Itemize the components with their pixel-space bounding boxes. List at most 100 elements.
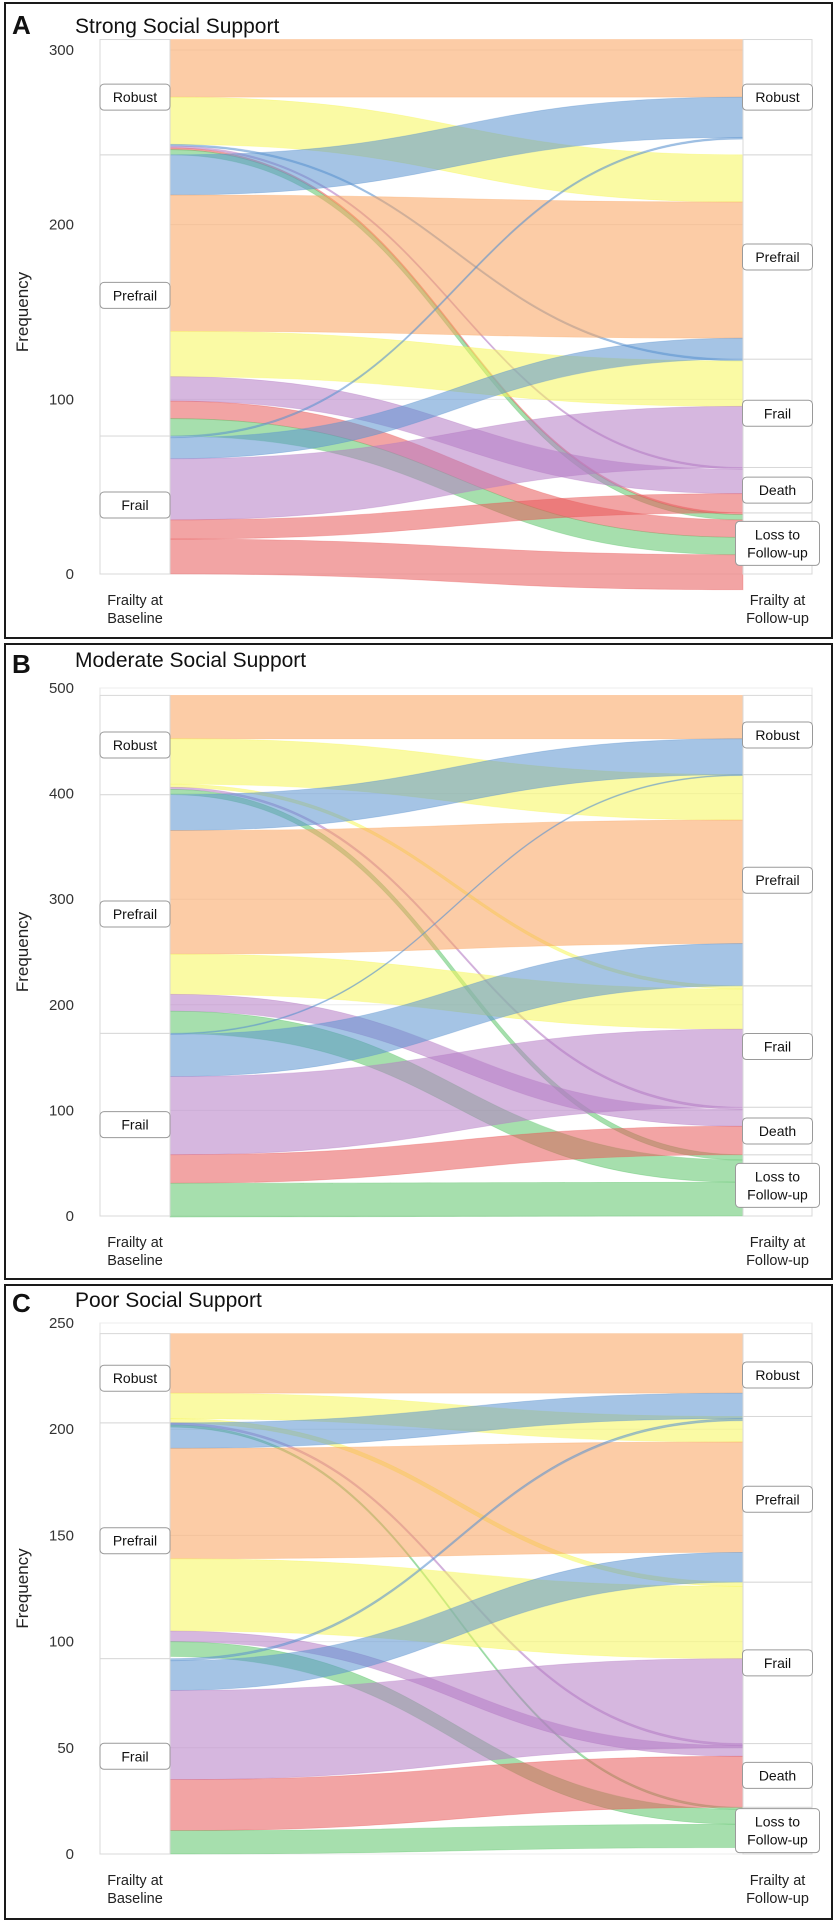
panel-c-followup-label-box-loss <box>735 1808 820 1854</box>
panel-b-baseline-label-prefrail: Prefrail <box>113 906 157 922</box>
panel-b-followup-label-prefrail: Prefrail <box>755 872 799 888</box>
panel-a-ytick-label: 0 <box>66 566 74 583</box>
panel-a-followup-label-box-loss <box>735 520 820 566</box>
panel-a-followup-label-box-frail <box>742 399 813 427</box>
panel-b-followup-label-box-robust <box>742 721 813 749</box>
panel-a-baseline-label-prefrail: Prefrail <box>113 287 157 303</box>
panel-c-followup-label-loss: Loss to Follow-up <box>747 1814 808 1848</box>
panel-c-followup-label-box-robust <box>742 1361 813 1389</box>
panel-a-flow-frail-to-loss <box>169 538 744 591</box>
panel-b-baseline-label-frail: Frail <box>121 1117 148 1133</box>
panel-b-title: Moderate Social Support <box>75 649 306 672</box>
panel-a-baseline-axis-label: Frailty at Baseline <box>107 593 163 627</box>
panel-b-followup-label-death: Death <box>759 1123 796 1139</box>
panel-c-baseline-label-frail: Frail <box>121 1748 148 1764</box>
panel-b-chart: B Moderate Social Support 0 100 200 300 400 500… <box>12 649 820 1269</box>
panel-b-ylabel: Frequency <box>13 911 32 992</box>
panel-c-followup-axis-label: Frailty at Follow-up <box>746 1873 809 1907</box>
panel-c-frame <box>4 1284 833 1920</box>
panel-b-ytick-label: 100 <box>49 1102 74 1119</box>
panel-b-followup-label-loss: Loss to Follow-up <box>747 1168 808 1202</box>
panel-b-ytick-label: 300 <box>49 891 74 908</box>
panel-a-ylabel: Frequency <box>13 271 32 352</box>
panel-b-ytick-label: 0 <box>66 1208 74 1225</box>
panel-b-flow-frail-to-loss <box>169 1181 744 1218</box>
panel-b-ytick-label: 500 <box>49 680 74 697</box>
panel-c-baseline-label-box-robust <box>99 1364 171 1392</box>
panel-a-baseline-strata: Frail Prefrail Robust <box>99 39 171 575</box>
panel-b-ytick-label: 200 <box>49 997 74 1014</box>
panel-a-letter: A <box>12 10 31 40</box>
panel-b-flow-robust-to-robust <box>169 694 744 740</box>
panel-a-flow-prefrail-to-prefrail <box>169 194 744 339</box>
panel-c-followup-label-box-death <box>742 1761 813 1789</box>
panel-a-followup-label-box-robust <box>742 83 813 111</box>
panel-c-baseline-label-robust: Robust <box>113 1370 157 1386</box>
panel-b-followup-label-box-prefrail <box>742 866 813 894</box>
panel-b-ytick-label: 400 <box>49 786 74 803</box>
panel-b-followup-label-box-death <box>742 1117 813 1145</box>
panel-b-baseline-strata: Frail Prefrail Robust <box>99 694 171 1217</box>
panel-b-baseline-label-box-prefrail <box>99 900 171 928</box>
panel-c-baseline-label-box-prefrail <box>99 1527 171 1555</box>
panel-a-followup-label-robust: Robust <box>755 89 799 105</box>
panel-a-followup-label-box-prefrail <box>742 243 813 271</box>
panel-a-followup-axis-label: Frailty at Follow-up <box>746 593 809 627</box>
panel-b-letter: B <box>12 649 31 679</box>
panel-a-ytick-label: 300 <box>49 42 74 59</box>
panel-a-followup-strata: Loss to Follow-up Death Frail Prefrail Robust <box>735 39 820 575</box>
panel-b-followup-label-frail: Frail <box>764 1039 791 1055</box>
panel-c-followup-label-box-frail <box>742 1649 813 1677</box>
panel-c-title: Poor Social Support <box>75 1289 262 1312</box>
panel-a-frame <box>4 2 833 639</box>
panel-c-baseline-axis-label: Frailty at Baseline <box>107 1873 163 1907</box>
panel-c-ytick-label: 250 <box>49 1315 74 1332</box>
panel-c-followup-label-robust: Robust <box>755 1367 799 1383</box>
panel-c-ytick-label: 150 <box>49 1527 74 1544</box>
panel-c-flow-robust-to-robust <box>169 1333 744 1394</box>
panel-c-baseline-strata: Frail Prefrail Robust <box>99 1333 171 1855</box>
panel-a-ytick-label: 200 <box>49 217 74 234</box>
panel-c-letter: C <box>12 1288 31 1318</box>
panel-b-flow-prefrail-to-prefrail <box>169 819 744 955</box>
panel-c-ytick-label: 0 <box>66 1846 74 1863</box>
panel-a-title: Strong Social Support <box>75 15 279 38</box>
panel-a-followup-label-loss: Loss to Follow-up <box>747 526 808 560</box>
panel-c-flows <box>169 1333 744 1855</box>
panel-a-chart: A Strong Social Support 0 100 200 300 Frequenc… <box>12 10 820 627</box>
panel-a-ytick-label: 100 <box>49 391 74 408</box>
panel-b-baseline-label-box-robust <box>99 731 171 759</box>
panel-a-followup-label-box-death <box>742 476 813 504</box>
panel-c-followup-strata: Loss to Follow-up Death Frail Prefrail Robust <box>735 1333 820 1855</box>
panel-c-flow-prefrail-to-prefrail <box>169 1441 744 1560</box>
panel-c-ytick-label: 100 <box>49 1634 74 1651</box>
panel-c-baseline-label-prefrail: Prefrail <box>113 1533 157 1549</box>
panel-b-followup-label-box-frail <box>742 1033 813 1061</box>
panel-b-baseline-label-robust: Robust <box>113 737 157 753</box>
panel-a-flows <box>169 39 744 591</box>
panel-c-ytick-label: 50 <box>57 1740 74 1757</box>
panel-c-followup-label-frail: Frail <box>764 1655 791 1671</box>
panel-a-flow-robust-to-robust <box>169 39 744 98</box>
panel-a-baseline-label-frail: Frail <box>121 497 148 513</box>
panel-b-followup-label-robust: Robust <box>755 727 799 743</box>
panel-a-baseline-label-robust: Robust <box>113 89 157 105</box>
panel-b-followup-axis-label: Frailty at Follow-up <box>746 1235 809 1269</box>
panel-b-followup-strata: Loss to Follow-up Death Frail Prefrail Robust <box>735 694 820 1217</box>
panel-c-followup-label-box-prefrail <box>742 1485 813 1513</box>
panel-c-followup-label-prefrail: Prefrail <box>755 1491 799 1507</box>
panel-b-followup-label-box-loss <box>735 1162 820 1208</box>
panel-c-baseline-label-box-frail <box>99 1742 171 1770</box>
panel-c-ytick-label: 200 <box>49 1421 74 1438</box>
panel-a-baseline-label-box-prefrail <box>99 281 171 309</box>
panel-a-baseline-label-box-robust <box>99 83 171 111</box>
panel-b-baseline-label-box-frail <box>99 1111 171 1139</box>
panel-a-baseline-label-box-frail <box>99 491 171 519</box>
panel-c-chart: C Poor Social Support 0 50 100 150 200 250 Frequ… <box>12 1288 820 1907</box>
panel-b-baseline-axis-label: Frailty at Baseline <box>107 1235 163 1269</box>
panel-c-ylabel: Frequency <box>13 1548 32 1629</box>
panel-a-followup-label-prefrail: Prefrail <box>755 249 799 265</box>
panel-b-frame <box>4 643 833 1280</box>
panel-a-followup-label-death: Death <box>759 482 796 498</box>
